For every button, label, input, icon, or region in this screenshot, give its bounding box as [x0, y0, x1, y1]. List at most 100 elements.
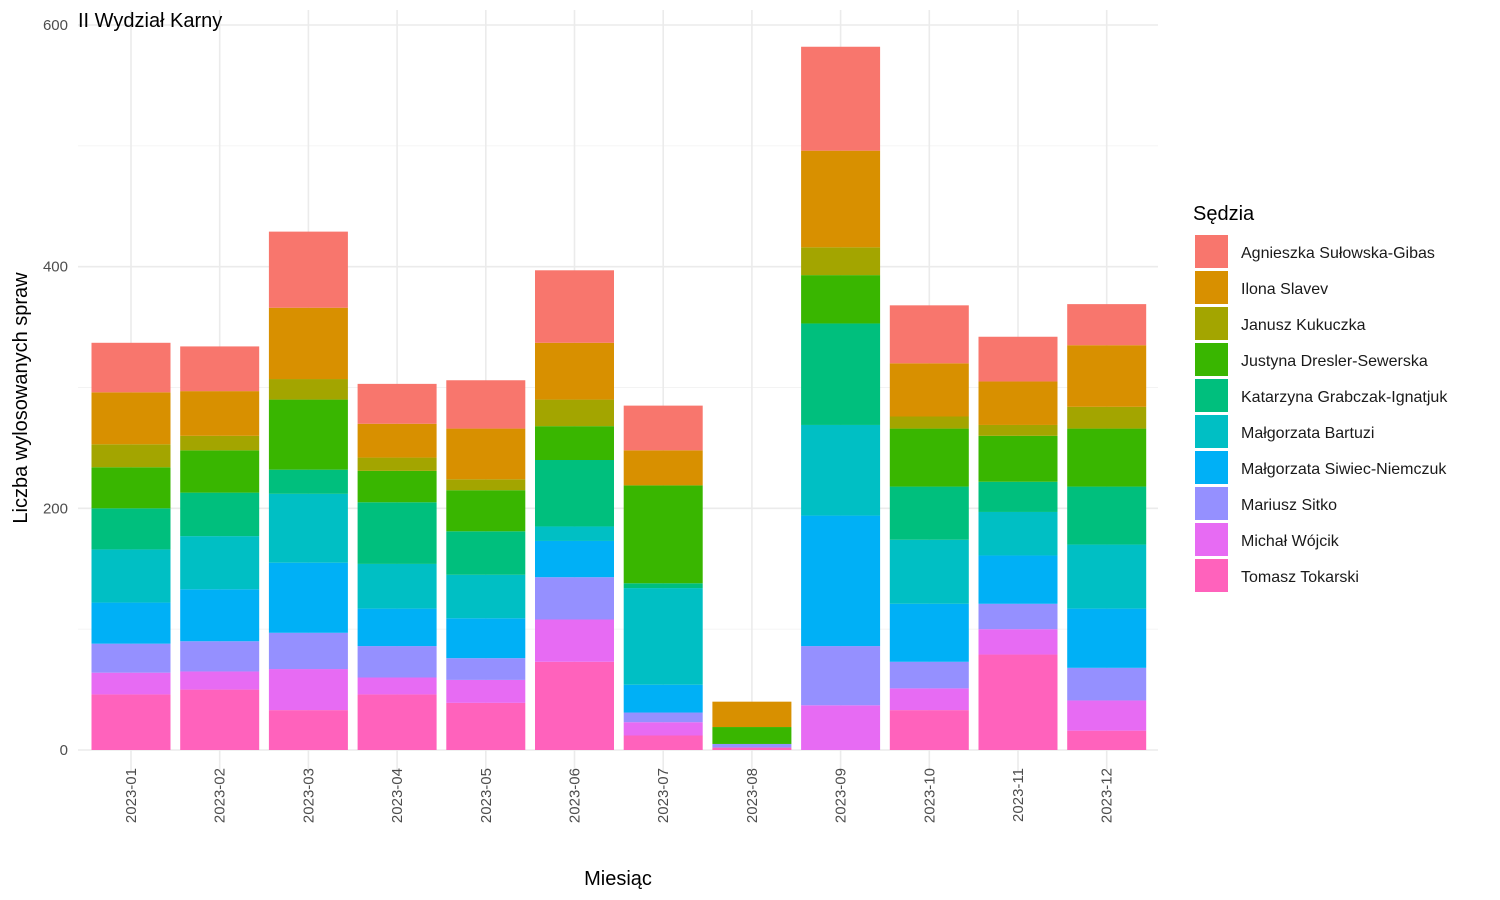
legend-key: [1195, 271, 1228, 304]
bar-segment-2023-07-agnieszka-sulowska-gibas: [623, 405, 703, 451]
bar-segment-2023-06-mariusz-sitko: [535, 577, 614, 620]
bar-segment-2023-05-malgorzata-bartuzi: [446, 574, 526, 619]
legend-label: Tomasz Tokarski: [1241, 569, 1359, 586]
bar-segment-2023-11-michal-wojcik: [978, 629, 1058, 655]
x-tick-label: 2023-02: [212, 768, 229, 823]
bar-segment-2023-01-ilona-slavev: [91, 392, 171, 445]
legend-label: Justyna Dresler-Sewerska: [1241, 353, 1428, 370]
bar-segment-2023-01-katarzyna-grabczak-ignatjuk: [91, 508, 171, 550]
y-tick-label: 200: [43, 500, 68, 517]
bar-segment-2023-04-ilona-slavev: [357, 423, 437, 458]
legend-key: [1195, 343, 1228, 376]
bar-segment-2023-07-katarzyna-grabczak-ignatjuk: [623, 583, 703, 589]
bar-segment-2023-11-agnieszka-sulowska-gibas: [978, 336, 1058, 382]
bar-segment-2023-06-katarzyna-grabczak-ignatjuk: [535, 460, 614, 527]
bar-segment-2023-12-tomasz-tokarski: [1067, 730, 1147, 750]
bar-segment-2023-01-michal-wojcik: [91, 672, 171, 695]
legend-title: Sędzia: [1193, 203, 1255, 225]
bar-segment-2023-12-justyna-dresler-sewerska: [1067, 428, 1147, 487]
legend-label: Michał Wójcik: [1241, 533, 1340, 550]
bar-segment-2023-05-janusz-kukuczka: [446, 479, 526, 491]
bar-segment-2023-06-ilona-slavev: [535, 342, 614, 400]
legend-key: [1195, 559, 1228, 592]
bar-segment-2023-07-michal-wojcik: [623, 722, 703, 736]
bar-segment-2023-10-tomasz-tokarski: [889, 710, 969, 750]
bar-segment-2023-03-malgorzata-bartuzi: [268, 493, 348, 563]
legend-key: [1195, 523, 1228, 556]
bar-segment-2023-10-mariusz-sitko: [889, 661, 969, 689]
bar-segment-2023-09-malgorzata-bartuzi: [801, 424, 881, 516]
bar-segment-2023-02-tomasz-tokarski: [180, 689, 260, 750]
x-tick-label: 2023-12: [1099, 768, 1116, 823]
bar-segment-2023-07-malgorzata-siwiec-niemczuk: [623, 684, 703, 713]
y-tick-label: 0: [60, 742, 68, 759]
bar-segment-2023-01-justyna-dresler-sewerska: [91, 467, 171, 509]
bar-segment-2023-05-mariusz-sitko: [446, 658, 526, 680]
bar-segment-2023-09-malgorzata-siwiec-niemczuk: [801, 515, 881, 647]
bar-segment-2023-03-janusz-kukuczka: [268, 379, 348, 400]
bar-segment-2023-06-malgorzata-bartuzi: [535, 526, 614, 541]
bar-segment-2023-11-justyna-dresler-sewerska: [978, 435, 1058, 482]
legend-key: [1195, 235, 1228, 268]
bar-segment-2023-05-tomasz-tokarski: [446, 702, 526, 750]
bar-segment-2023-12-mariusz-sitko: [1067, 667, 1147, 701]
bar-segment-2023-10-michal-wojcik: [889, 688, 969, 711]
bar-segment-2023-08-tomasz-tokarski: [712, 747, 792, 750]
legend-label: Agnieszka Sułowska-Gibas: [1241, 245, 1435, 262]
bar-segment-2023-01-malgorzata-bartuzi: [91, 549, 171, 603]
bar-segment-2023-04-michal-wojcik: [357, 677, 437, 695]
bar-segment-2023-10-agnieszka-sulowska-gibas: [889, 305, 969, 364]
x-tick-label: 2023-09: [833, 768, 850, 823]
legend-label: Małgorzata Siwiec-Niemczuk: [1241, 461, 1447, 478]
legend-key: [1195, 451, 1228, 484]
x-tick-label: 2023-11: [1010, 768, 1027, 822]
bars-layer: [91, 46, 1147, 750]
bar-segment-2023-03-agnieszka-sulowska-gibas: [268, 231, 348, 308]
bar-segment-2023-12-michal-wojcik: [1067, 700, 1147, 731]
legend: Sędzia Agnieszka Sułowska-Gibas Ilona Sla…: [1193, 203, 1448, 592]
bar-segment-2023-06-janusz-kukuczka: [535, 399, 614, 427]
bar-segment-2023-01-agnieszka-sulowska-gibas: [91, 342, 171, 393]
bar-segment-2023-12-malgorzata-siwiec-niemczuk: [1067, 608, 1147, 668]
bar-segment-2023-02-katarzyna-grabczak-ignatjuk: [180, 492, 260, 537]
bar-segment-2023-07-justyna-dresler-sewerska: [623, 485, 703, 584]
bar-segment-2023-02-mariusz-sitko: [180, 641, 260, 672]
bar-segment-2023-02-malgorzata-bartuzi: [180, 536, 260, 590]
bar-segment-2023-06-malgorzata-siwiec-niemczuk: [535, 540, 614, 578]
legend-key: [1195, 487, 1228, 520]
bar-segment-2023-02-justyna-dresler-sewerska: [180, 450, 260, 493]
bar-segment-2023-02-michal-wojcik: [180, 671, 260, 690]
bar-segment-2023-07-ilona-slavev: [623, 450, 703, 486]
bar-segment-2023-11-katarzyna-grabczak-ignatjuk: [978, 481, 1058, 512]
bar-segment-2023-03-ilona-slavev: [268, 307, 348, 380]
chart-title: II Wydział Karny: [78, 10, 222, 32]
bar-segment-2023-01-mariusz-sitko: [91, 643, 171, 673]
legend-label: Janusz Kukuczka: [1241, 317, 1366, 334]
bar-segment-2023-01-malgorzata-siwiec-niemczuk: [91, 602, 171, 644]
bar-segment-2023-11-malgorzata-siwiec-niemczuk: [978, 555, 1058, 604]
bar-segment-2023-01-janusz-kukuczka: [91, 444, 171, 468]
y-tick-label: 600: [43, 17, 68, 34]
bar-segment-2023-02-ilona-slavev: [180, 391, 260, 436]
bar-segment-2023-04-janusz-kukuczka: [357, 457, 437, 471]
bar-segment-2023-10-malgorzata-siwiec-niemczuk: [889, 603, 969, 662]
bar-segment-2023-06-justyna-dresler-sewerska: [535, 426, 614, 460]
bar-segment-2023-05-malgorzata-siwiec-niemczuk: [446, 618, 526, 659]
bar-segment-2023-09-katarzyna-grabczak-ignatjuk: [801, 323, 881, 425]
legend-label: Małgorzata Bartuzi: [1241, 425, 1374, 442]
bar-segment-2023-04-justyna-dresler-sewerska: [357, 470, 437, 503]
x-tick-label: 2023-05: [478, 768, 495, 823]
x-tick-label: 2023-04: [389, 768, 406, 823]
x-tick-label: 2023-10: [921, 768, 938, 823]
bar-segment-2023-12-agnieszka-sulowska-gibas: [1067, 304, 1147, 346]
x-tick-labels: 2023-01 2023-02 2023-03 2023-04 2023-05 2023-…: [123, 768, 1116, 823]
bar-segment-2023-03-katarzyna-grabczak-ignatjuk: [268, 469, 348, 494]
bar-segment-2023-04-mariusz-sitko: [357, 646, 437, 678]
bar-segment-2023-02-agnieszka-sulowska-gibas: [180, 346, 260, 392]
x-tick-label: 2023-01: [123, 768, 140, 823]
bar-segment-2023-09-agnieszka-sulowska-gibas: [801, 46, 881, 151]
legend-label: Mariusz Sitko: [1241, 497, 1337, 514]
bar-segment-2023-10-janusz-kukuczka: [889, 416, 969, 429]
